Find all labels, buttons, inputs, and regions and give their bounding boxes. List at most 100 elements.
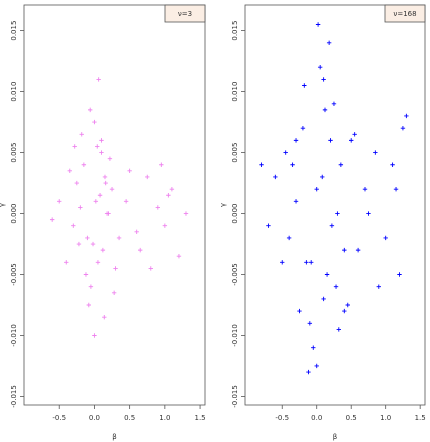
point [397, 272, 402, 277]
point [304, 260, 309, 265]
point [138, 247, 143, 253]
point [100, 247, 106, 253]
point [342, 247, 347, 253]
point [335, 211, 340, 216]
point [311, 345, 316, 350]
legend-box [164, 4, 206, 23]
y-tick-label: 0.015 [10, 21, 18, 41]
point [88, 284, 94, 289]
y-tick-label: 0.010 [231, 82, 239, 102]
point [123, 199, 129, 204]
point [326, 40, 332, 46]
point [169, 186, 175, 192]
point [78, 205, 83, 210]
point [366, 211, 371, 216]
point [297, 308, 302, 314]
point [383, 235, 388, 241]
point [134, 229, 139, 235]
y-axis-label: γ [0, 203, 6, 207]
point [345, 302, 350, 308]
point [404, 113, 409, 119]
y-tick-label: 0.005 [231, 143, 239, 163]
point [320, 174, 325, 180]
legend-label: ν=168 [393, 10, 416, 18]
point [376, 284, 381, 289]
point [328, 138, 333, 143]
x-axis-label: β [333, 433, 337, 441]
point [286, 235, 292, 241]
point [102, 314, 107, 320]
x-tick-label: -0.5 [52, 414, 66, 422]
point [99, 138, 104, 143]
point [81, 162, 87, 167]
point [88, 107, 93, 113]
point [67, 168, 72, 174]
point [336, 327, 341, 332]
point [95, 260, 101, 265]
point [393, 186, 399, 192]
y-tick-label: -0.010 [231, 324, 239, 347]
x-tick-label: 0.5 [346, 414, 357, 422]
point [95, 144, 100, 149]
y-tick-label: -0.010 [10, 324, 18, 347]
point [99, 150, 104, 155]
point [293, 199, 299, 204]
point [72, 144, 77, 149]
y-axis-label: γ [219, 203, 227, 207]
x-tick-label: 0.0 [89, 414, 100, 422]
point [355, 247, 361, 253]
point [102, 174, 108, 180]
point [92, 333, 97, 338]
point [314, 363, 319, 369]
point [96, 77, 101, 82]
point [166, 193, 171, 198]
point [306, 369, 311, 375]
point [49, 217, 55, 222]
point [148, 266, 153, 271]
y-tick-label: 0.005 [10, 143, 18, 163]
point [293, 138, 299, 143]
point [400, 125, 406, 131]
point [106, 211, 111, 216]
point [71, 223, 76, 228]
point [322, 107, 328, 113]
point [390, 162, 395, 167]
point [300, 125, 306, 131]
point [64, 260, 69, 265]
point [103, 180, 108, 186]
point [97, 193, 103, 198]
x-tick-label: -0.5 [275, 414, 289, 422]
y-tick-label: 0.010 [10, 82, 18, 102]
point [162, 223, 168, 228]
point [145, 174, 150, 180]
point [107, 156, 113, 161]
point [342, 308, 347, 314]
point [79, 132, 84, 137]
point [85, 235, 90, 241]
point [333, 284, 339, 289]
point [93, 199, 99, 204]
point [331, 101, 337, 106]
y-tick-label: 0.000 [10, 204, 18, 224]
point [176, 254, 182, 259]
point [127, 168, 132, 174]
plot-frame [23, 4, 206, 406]
x-tick-label: 1.5 [415, 414, 426, 422]
point [315, 22, 321, 27]
point [352, 132, 357, 137]
point [373, 150, 378, 155]
point [109, 186, 115, 192]
point [159, 162, 164, 167]
point [309, 260, 314, 265]
y-tick-label: -0.005 [231, 263, 239, 286]
point [74, 180, 80, 186]
point [302, 83, 307, 88]
y-tick-label: -0.015 [231, 385, 239, 408]
legend-box [384, 4, 426, 23]
point [329, 223, 335, 228]
point [111, 290, 117, 296]
legend-label: ν=3 [178, 10, 192, 18]
point [321, 77, 326, 82]
y-tick-label: 0.015 [231, 21, 239, 41]
panel: -0.015 -0.010 -0.005 0.000 0.005 0.010 0.015 -0… [219, 4, 426, 441]
